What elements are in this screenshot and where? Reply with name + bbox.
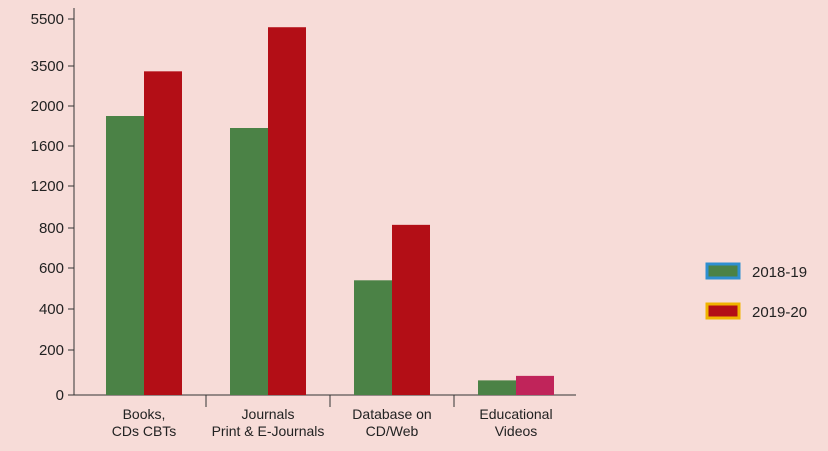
x-category-label: Journals [242,406,295,422]
x-category-label: Database on [352,406,431,422]
y-tick-label: 1600 [31,138,64,155]
legend-swatch-2019-20 [705,302,741,320]
bar-2019-20-2 [392,224,430,395]
x-category-label: Print & E-Journals [212,423,325,439]
bar-2019-20-0 [144,71,182,395]
y-tick-label: 400 [39,301,64,318]
x-category-label: CD/Web [366,423,419,439]
y-tick-label: 600 [39,260,64,277]
legend-swatch-2018-19 [705,262,741,280]
legend: 2018-19 2019-20 [705,262,807,321]
y-tick-label: 1200 [31,178,64,195]
x-category-label: CDs CBTs [112,423,177,439]
bar-2018-19-2 [354,280,392,395]
y-tick-label: 200 [39,342,64,359]
legend-label-2019-20: 2019-20 [752,304,807,321]
bar-2018-19-1 [230,128,268,395]
bar-2018-19-3 [478,380,516,395]
y-tick-label: 2000 [31,98,64,115]
y-tick-label: 0 [56,387,64,404]
bar-2019-20-3 [516,375,554,395]
x-category-label: Educational [479,406,552,422]
bars [106,27,554,395]
x-category-label: Books, [123,406,166,422]
y-tick-label: 5500 [31,11,64,28]
y-tick-label: 800 [39,220,64,237]
x-category-label: Videos [495,423,538,439]
bar-2018-19-0 [106,116,144,395]
y-tick-label: 3500 [31,58,64,75]
labels: 020040060080012001600200035005500Books,C… [31,11,553,439]
bar-2019-20-1 [268,27,306,395]
legend-label-2018-19: 2018-19 [752,264,807,281]
